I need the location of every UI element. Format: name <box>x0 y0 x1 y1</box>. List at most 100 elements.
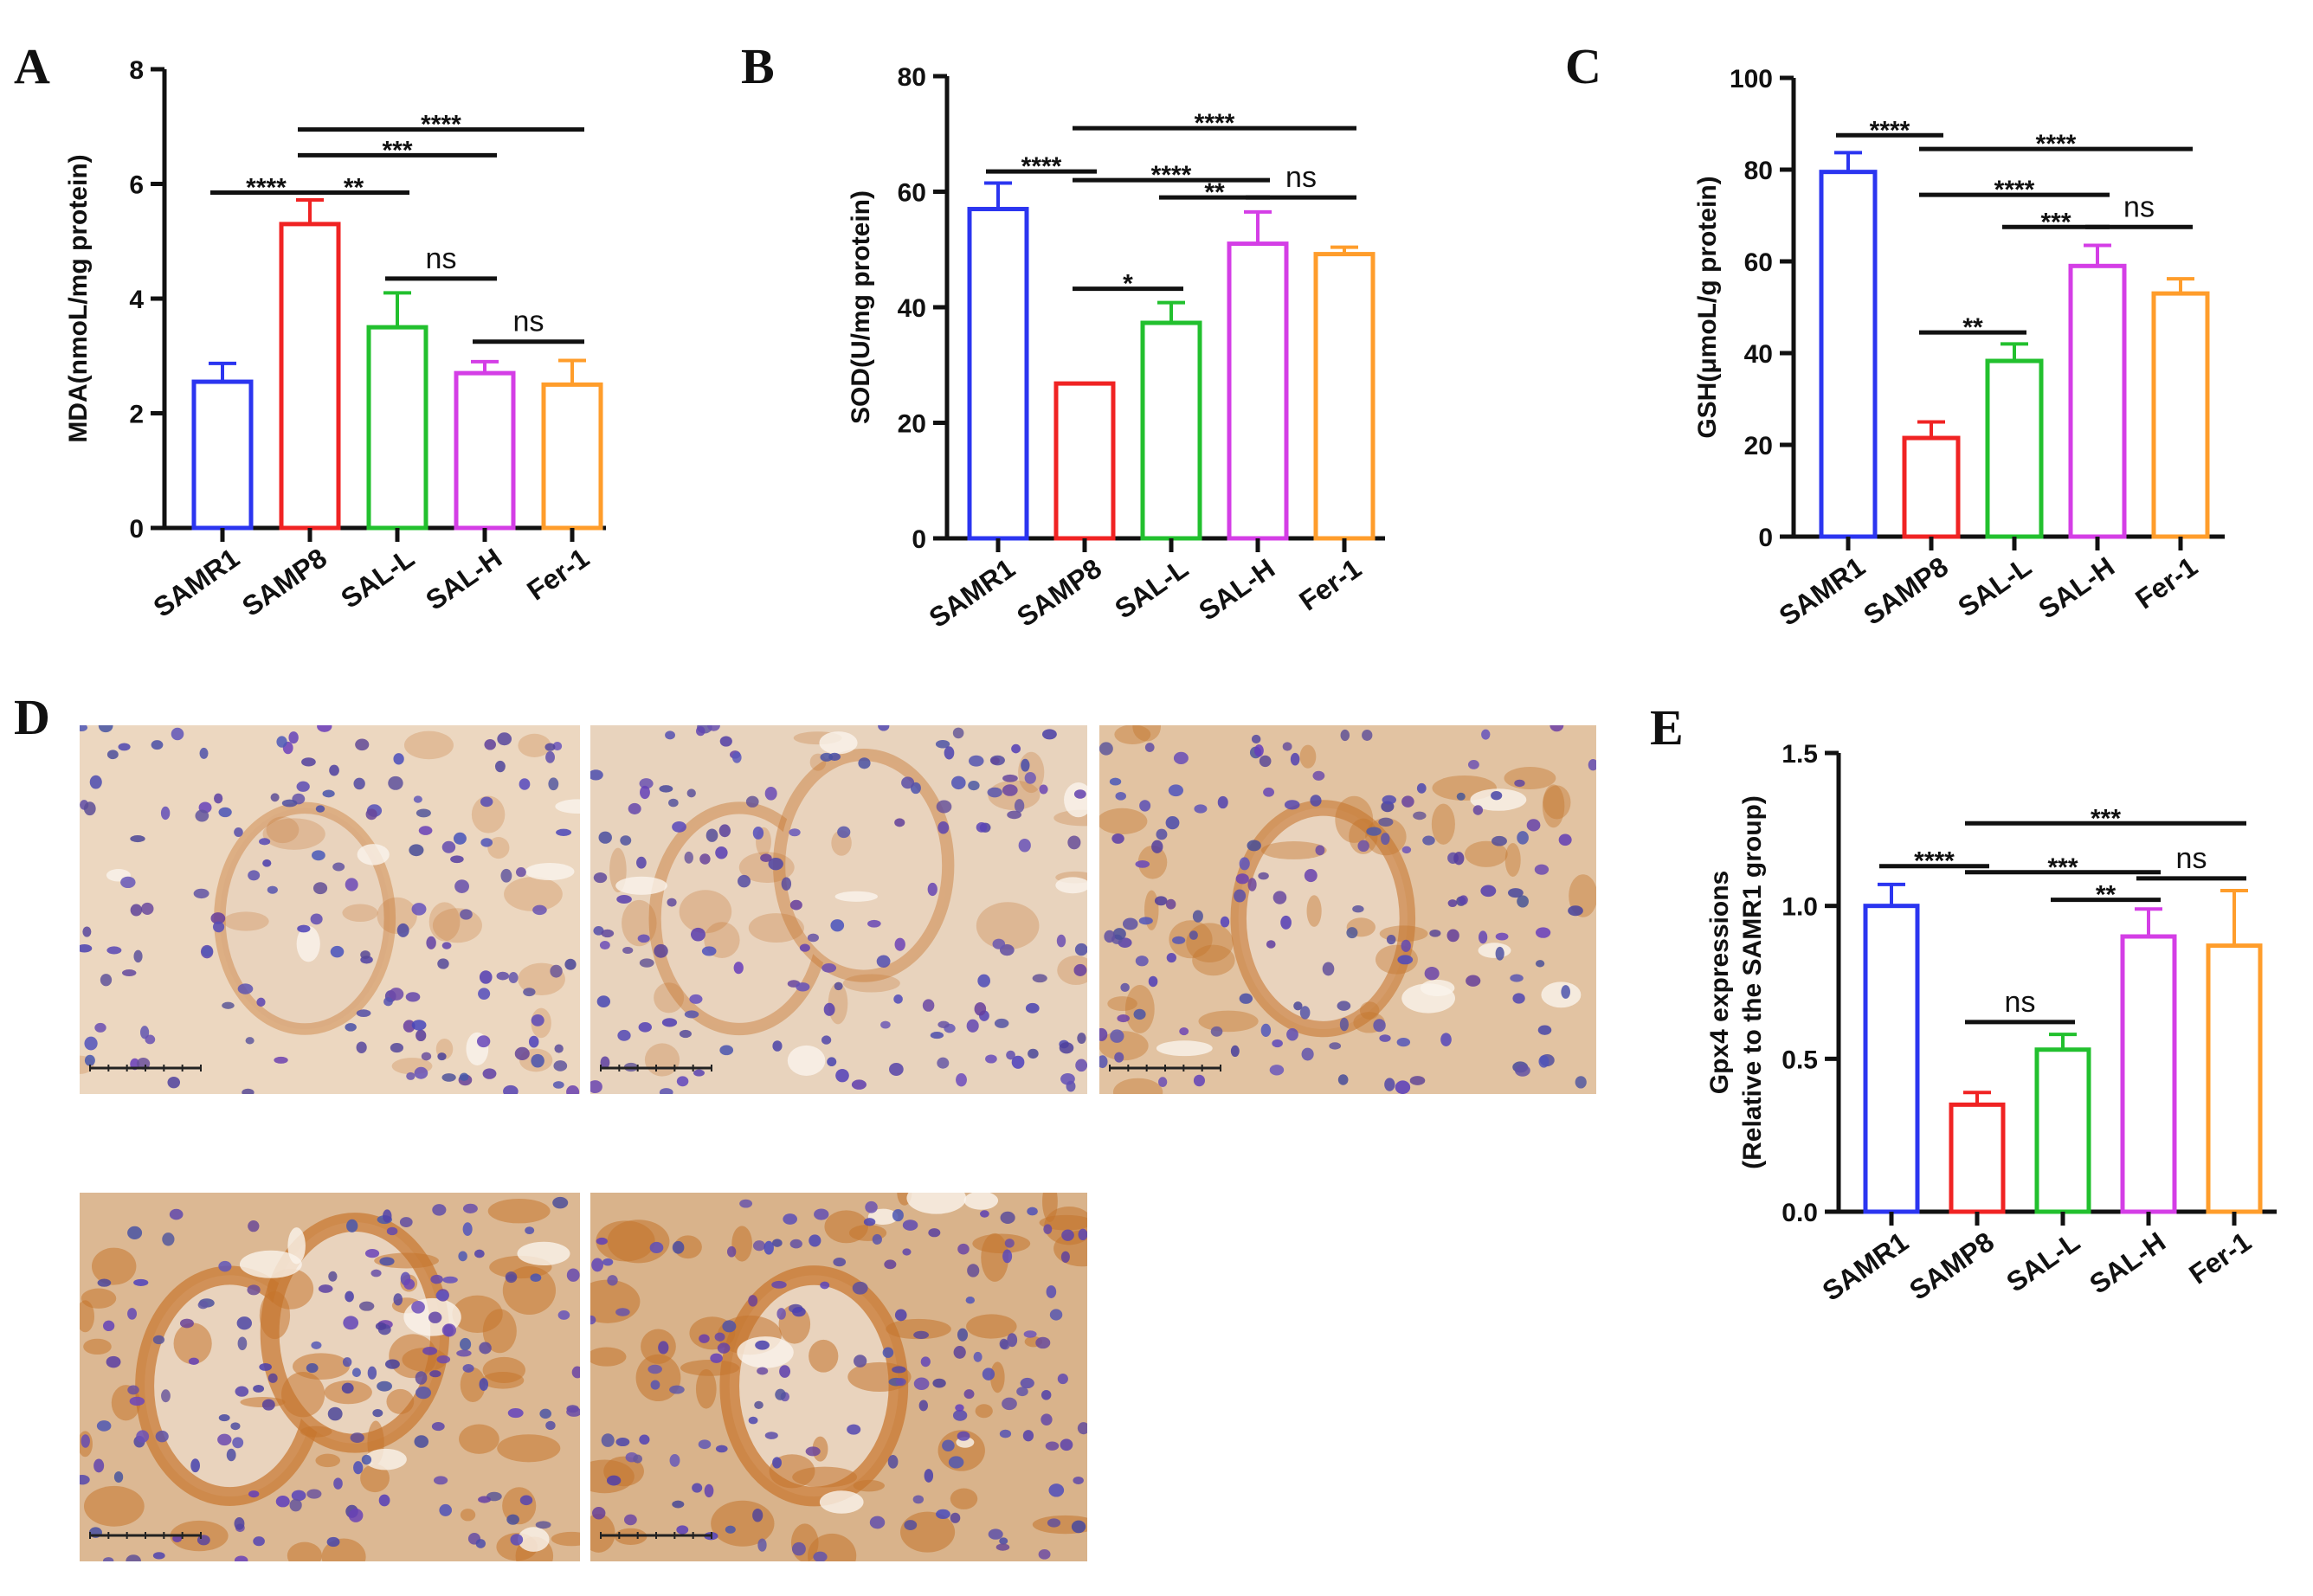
stain-patch <box>487 1198 551 1224</box>
nucleus <box>1041 1413 1053 1425</box>
lumen <box>1055 877 1087 894</box>
lumen <box>1156 1040 1213 1057</box>
nucleus <box>155 1430 169 1443</box>
nucleus <box>531 1053 544 1068</box>
nucleus <box>514 1046 530 1061</box>
stain-patch <box>1099 808 1148 835</box>
stain-patch <box>432 908 482 943</box>
nucleus <box>1056 934 1066 948</box>
nucleus <box>1382 795 1396 805</box>
nucleus <box>937 1057 950 1069</box>
nucleus <box>415 1371 428 1385</box>
nucleus <box>1194 804 1208 814</box>
stain-patch <box>1359 1001 1380 1020</box>
nucleus <box>965 1297 976 1304</box>
nucleus <box>375 1322 387 1330</box>
nucleus <box>796 982 810 992</box>
nucleus <box>598 831 612 844</box>
micrograph-2 <box>590 725 1087 1094</box>
nucleus <box>865 1200 878 1213</box>
nucleus <box>715 1445 728 1453</box>
nucleus <box>1045 1441 1060 1451</box>
nucleus <box>262 859 272 867</box>
nucleus <box>1510 974 1524 982</box>
nucleus <box>519 1495 533 1506</box>
nucleus <box>151 740 164 750</box>
y-tick-label: 2 <box>129 401 144 429</box>
nucleus <box>1210 1026 1223 1037</box>
nucleus <box>1006 1050 1015 1060</box>
nucleus <box>1046 1285 1057 1298</box>
x-tick-label: Fer-1 <box>1293 552 1367 616</box>
nucleus <box>640 785 650 800</box>
nucleus <box>1479 930 1488 944</box>
nucleus <box>776 1308 786 1320</box>
nucleus <box>1459 895 1468 905</box>
x-tick-label: SAL-H <box>2084 1226 2171 1300</box>
nucleus <box>757 1538 767 1552</box>
nucleus <box>80 725 88 731</box>
nucleus <box>1312 770 1325 781</box>
stain-patch <box>281 1371 325 1418</box>
nucleus <box>102 1320 115 1332</box>
lumen <box>963 1193 999 1210</box>
nucleus <box>1429 930 1441 937</box>
nucleus <box>530 1273 542 1283</box>
bar-samp8 <box>1902 435 1961 539</box>
nucleus <box>771 1280 787 1289</box>
nucleus <box>328 1271 338 1282</box>
nucleus <box>930 1032 944 1039</box>
nucleus <box>592 1506 606 1520</box>
nucleus <box>364 1249 380 1258</box>
nucleus <box>497 732 512 746</box>
nucleus <box>937 1020 950 1028</box>
stain-patch <box>1260 841 1327 859</box>
nucleus <box>851 1079 867 1090</box>
nucleus <box>710 1353 723 1363</box>
nucleus <box>1304 869 1318 883</box>
stain-patch <box>966 1314 1017 1339</box>
nucleus <box>1472 805 1484 815</box>
nucleus <box>1337 1074 1349 1085</box>
y-tick-label: 0.0 <box>1781 1199 1818 1227</box>
nucleus <box>912 1495 925 1504</box>
panel-letter-e: E <box>1650 699 1684 756</box>
nucleus <box>552 742 563 751</box>
nucleus <box>985 1054 997 1064</box>
nucleus <box>1357 840 1369 853</box>
micrograph-content <box>80 1193 580 1561</box>
stain-patch <box>471 795 506 833</box>
nucleus <box>596 995 610 1008</box>
nucleus <box>1077 1422 1087 1435</box>
nucleus <box>889 1062 904 1077</box>
nucleus <box>1266 940 1276 949</box>
y-tick-label: 80 <box>898 63 926 92</box>
bar-sal-l <box>366 325 428 531</box>
nucleus <box>353 777 365 790</box>
lumen <box>555 799 580 814</box>
nucleus <box>554 1044 564 1053</box>
nucleus <box>1247 840 1261 852</box>
nucleus <box>689 994 703 1004</box>
nucleus <box>475 1539 486 1548</box>
nucleus <box>1440 1033 1452 1046</box>
nucleus <box>752 1508 763 1522</box>
nucleus <box>199 747 209 759</box>
x-tick-label: SAMP8 <box>236 542 332 622</box>
nucleus <box>179 1318 194 1329</box>
nucleus <box>1397 955 1414 965</box>
nucleus <box>383 1209 392 1223</box>
nucleus <box>1329 1042 1342 1050</box>
nucleus <box>956 1073 967 1087</box>
x-tick-label: Fer-1 <box>2129 550 2203 615</box>
nucleus <box>783 1213 797 1225</box>
bar-samp8 <box>279 222 341 531</box>
nucleus <box>403 1020 416 1033</box>
nucleus <box>676 1076 689 1087</box>
nucleus <box>638 1022 652 1033</box>
nucleus <box>288 731 299 744</box>
nucleus <box>202 946 213 957</box>
nucleus <box>755 1340 770 1350</box>
stain-patch <box>551 1531 580 1547</box>
